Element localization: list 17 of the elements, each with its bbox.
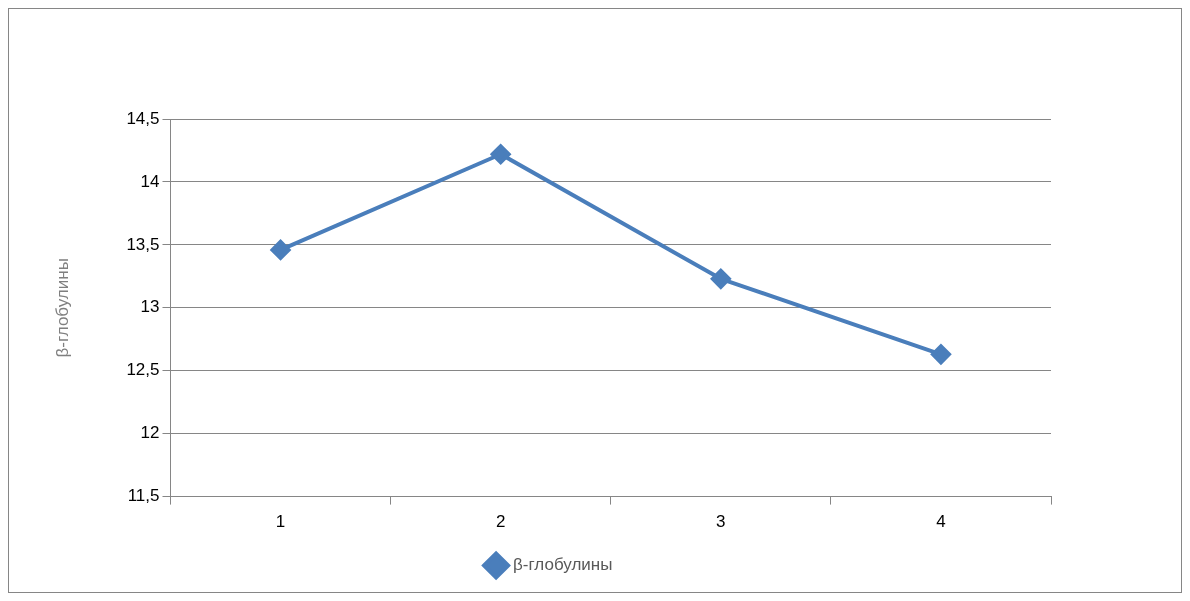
point (270, 239, 291, 260)
y-tick-label: 12,5 (126, 360, 160, 380)
legend-label: β-глобулины (513, 555, 613, 575)
y-tick-label: 13 (140, 297, 160, 317)
y-tick-label: 14 (140, 171, 160, 191)
y-tick-label: 13,5 (126, 234, 160, 254)
y-tick-label: 12 (140, 423, 160, 443)
point (930, 344, 951, 365)
y-tick-label: 11,5 (127, 486, 160, 506)
y-tick-label: 14,5 (126, 108, 160, 128)
point (710, 268, 731, 289)
x-tick-label: 4 (936, 512, 946, 532)
point (490, 144, 511, 165)
x-tick-label: 3 (716, 512, 726, 532)
y-axis-title: β-глобулины (52, 258, 72, 358)
x-tick-label: 1 (275, 512, 286, 532)
x-tick-label: 2 (495, 512, 506, 532)
